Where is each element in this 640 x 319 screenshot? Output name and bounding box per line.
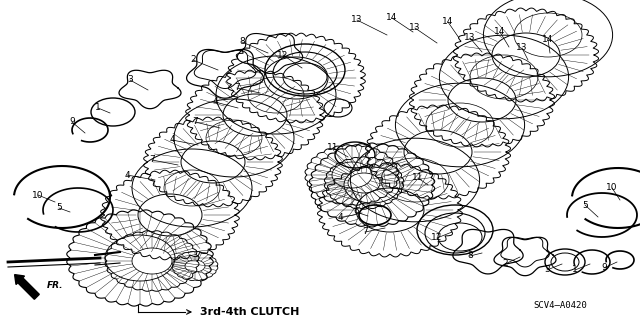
Text: 4: 4 bbox=[337, 213, 343, 222]
Text: 7: 7 bbox=[149, 155, 155, 165]
Text: 12: 12 bbox=[431, 234, 443, 242]
Text: 7: 7 bbox=[192, 117, 198, 127]
Text: 13: 13 bbox=[409, 24, 420, 33]
Text: 2: 2 bbox=[502, 259, 508, 269]
Text: 6: 6 bbox=[353, 207, 359, 217]
Text: 4: 4 bbox=[169, 136, 175, 145]
Text: 1: 1 bbox=[95, 103, 101, 113]
Text: 5: 5 bbox=[56, 204, 62, 212]
Text: FR.: FR. bbox=[47, 280, 63, 290]
Text: 3: 3 bbox=[127, 76, 133, 85]
Text: 7: 7 bbox=[362, 227, 368, 236]
Text: 13: 13 bbox=[516, 43, 528, 53]
Text: 4: 4 bbox=[212, 98, 218, 107]
Text: 7: 7 bbox=[234, 84, 240, 93]
Text: 14: 14 bbox=[542, 35, 554, 44]
Text: 10: 10 bbox=[32, 190, 44, 199]
Text: 5: 5 bbox=[582, 201, 588, 210]
Text: 2: 2 bbox=[190, 56, 196, 64]
FancyArrow shape bbox=[15, 275, 39, 299]
Text: SCV4–A0420: SCV4–A0420 bbox=[533, 300, 587, 309]
Text: 12: 12 bbox=[277, 50, 289, 60]
Text: 4: 4 bbox=[124, 170, 130, 180]
Text: 9: 9 bbox=[601, 263, 607, 272]
Text: 11: 11 bbox=[327, 144, 339, 152]
Text: 1: 1 bbox=[572, 265, 578, 275]
Text: 8: 8 bbox=[467, 251, 473, 261]
Text: 13: 13 bbox=[464, 33, 476, 42]
Text: 14: 14 bbox=[442, 18, 454, 26]
Text: 3: 3 bbox=[544, 265, 550, 275]
Text: 14: 14 bbox=[494, 27, 506, 36]
Text: 14: 14 bbox=[387, 13, 397, 23]
Text: 8: 8 bbox=[239, 38, 245, 47]
Text: 3rd-4th CLUTCH: 3rd-4th CLUTCH bbox=[200, 307, 300, 317]
Text: 9: 9 bbox=[69, 117, 75, 127]
Text: 13: 13 bbox=[351, 16, 363, 25]
Text: 10: 10 bbox=[606, 183, 618, 192]
Text: 11: 11 bbox=[412, 174, 424, 182]
